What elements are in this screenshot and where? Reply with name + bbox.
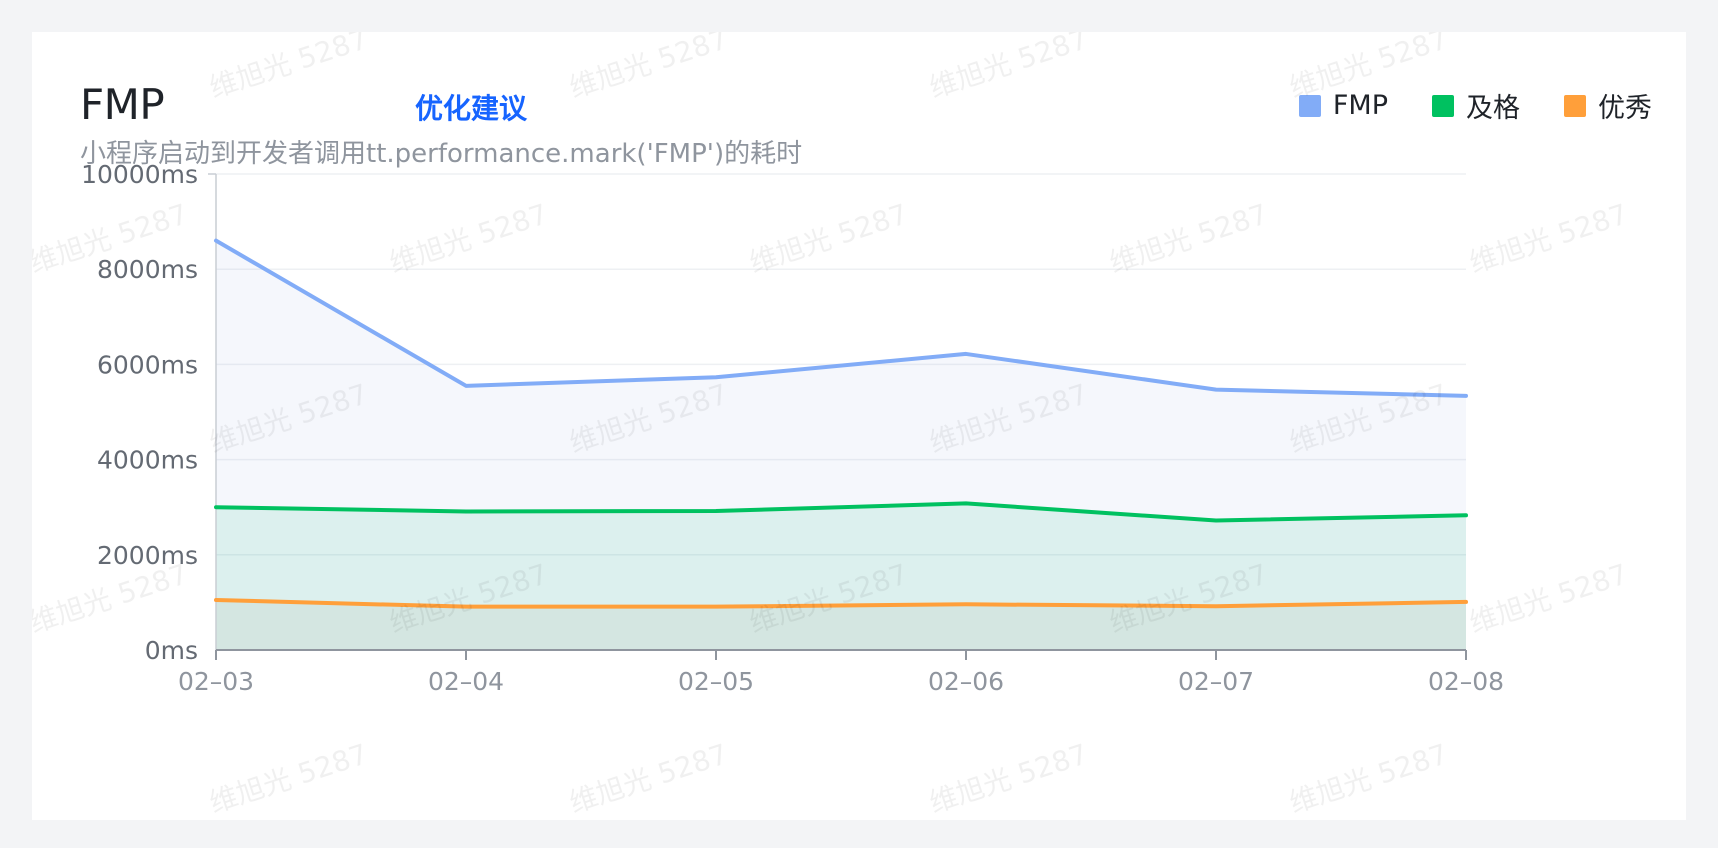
line-fmp [214,238,1468,398]
legend-swatch-excellent [1564,94,1586,117]
area-excellent [216,600,1466,650]
legend-label-excellent: 优秀 [1598,93,1652,124]
legend-item-pass[interactable]: 及格 [1432,86,1520,125]
chart-subtitle: 小程序启动到开发者调用tt.performance.mark('FMP')的耗时 [80,139,803,169]
y-tick-label: 10000ms [81,160,198,189]
chart-title: FMP [80,80,165,129]
x-tick-label: 02–08 [1428,667,1504,696]
line-excellent [214,598,1468,609]
legend-swatch-pass [1432,94,1454,117]
y-tick-label: 4000ms [97,446,198,475]
fmp-area-chart: 0ms 2000ms 4000ms 6000ms 8000ms 10000ms 02–03 0… [81,160,1504,696]
x-tick-label: 02–06 [928,667,1004,696]
chart-legend: FMP 及格 优秀 [1255,86,1652,125]
y-tick-label: 8000ms [97,255,198,284]
y-tick-label: 6000ms [97,350,198,379]
optimization-advice-link[interactable]: 优化建议 [415,92,528,125]
legend-label-fmp: FMP [1332,90,1388,121]
x-tick-label: 02–04 [428,667,504,696]
x-tick-label: 02–05 [678,667,754,696]
legend-label-pass: 及格 [1466,93,1520,124]
x-tick-label: 02–03 [178,667,254,696]
fmp-chart-card: FMP 优化建议 小程序启动到开发者调用tt.performance.mark(… [32,32,1686,820]
area-fmp [216,240,1466,650]
legend-item-fmp[interactable]: FMP [1298,90,1388,121]
line-pass [214,501,1468,523]
legend-item-excellent[interactable]: 优秀 [1564,86,1652,125]
legend-swatch-fmp [1298,94,1321,117]
x-tick-label: 02–07 [1178,667,1254,696]
area-pass [216,503,1466,650]
y-tick-label: 2000ms [97,541,198,570]
y-tick-label: 0ms [145,636,198,665]
